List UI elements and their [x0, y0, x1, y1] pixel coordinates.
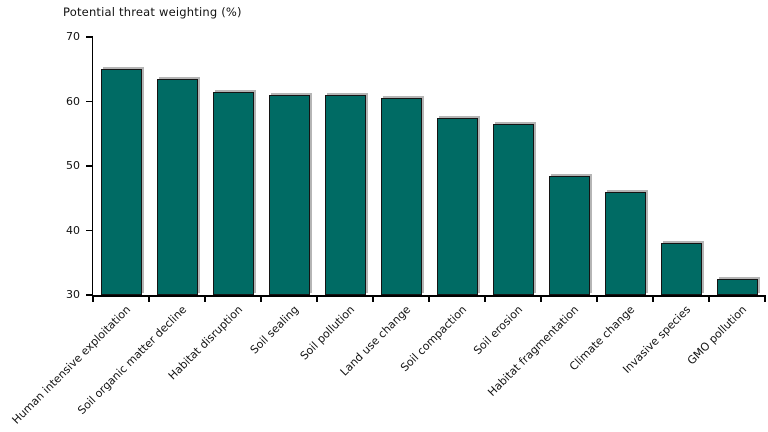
bar-climate-change	[604, 191, 646, 295]
bar-invasive-species	[660, 243, 702, 295]
x-axis-tick	[204, 296, 206, 302]
bar-habitat-fragmentation	[548, 175, 590, 295]
bar-soil-organic-matter-decline	[156, 78, 198, 295]
bar-soil-sealing	[268, 95, 310, 295]
x-axis-tick	[316, 296, 318, 302]
bar-gmo-pollution	[716, 278, 758, 295]
y-axis-tick-label: 50	[66, 159, 80, 172]
y-axis-tick-label: 60	[66, 94, 80, 108]
y-axis-tick-label: 40	[66, 223, 80, 237]
bar-soil-pollution	[324, 95, 366, 295]
bar-soil-erosion	[492, 124, 534, 295]
x-axis-tick	[484, 296, 486, 302]
bar-habitat-disruption	[212, 91, 254, 295]
x-axis-tick	[260, 296, 262, 302]
bar-human-intensive-exploitation	[100, 69, 142, 295]
y-axis-tick-label: 30	[66, 288, 80, 301]
plot-area: 30 40 50 60 70 Human intensive exploitation S…	[10, 30, 766, 427]
y-axis-tick	[86, 36, 93, 38]
chart-title: Potential threat weighting (%)	[63, 5, 242, 19]
x-axis-tick	[764, 296, 766, 302]
y-axis-tick	[86, 229, 93, 232]
x-axis-tick	[540, 296, 542, 302]
x-axis-line	[91, 295, 766, 297]
y-axis-tick-label: 70	[66, 30, 80, 43]
x-axis-tick	[148, 296, 150, 302]
bar-land-use-change	[380, 98, 422, 295]
bar-soil-compaction	[436, 117, 478, 295]
x-axis-tick	[652, 296, 654, 302]
x-axis-tick	[92, 296, 94, 302]
x-axis-tick	[596, 296, 598, 302]
x-axis-tick	[708, 296, 710, 302]
x-axis-tick	[428, 296, 430, 302]
x-axis-label: Human intensive exploitation	[9, 303, 134, 427]
y-axis-tick	[86, 294, 93, 296]
y-axis-tick	[86, 100, 93, 103]
x-axis-tick	[372, 296, 374, 302]
y-axis-tick	[86, 165, 93, 167]
